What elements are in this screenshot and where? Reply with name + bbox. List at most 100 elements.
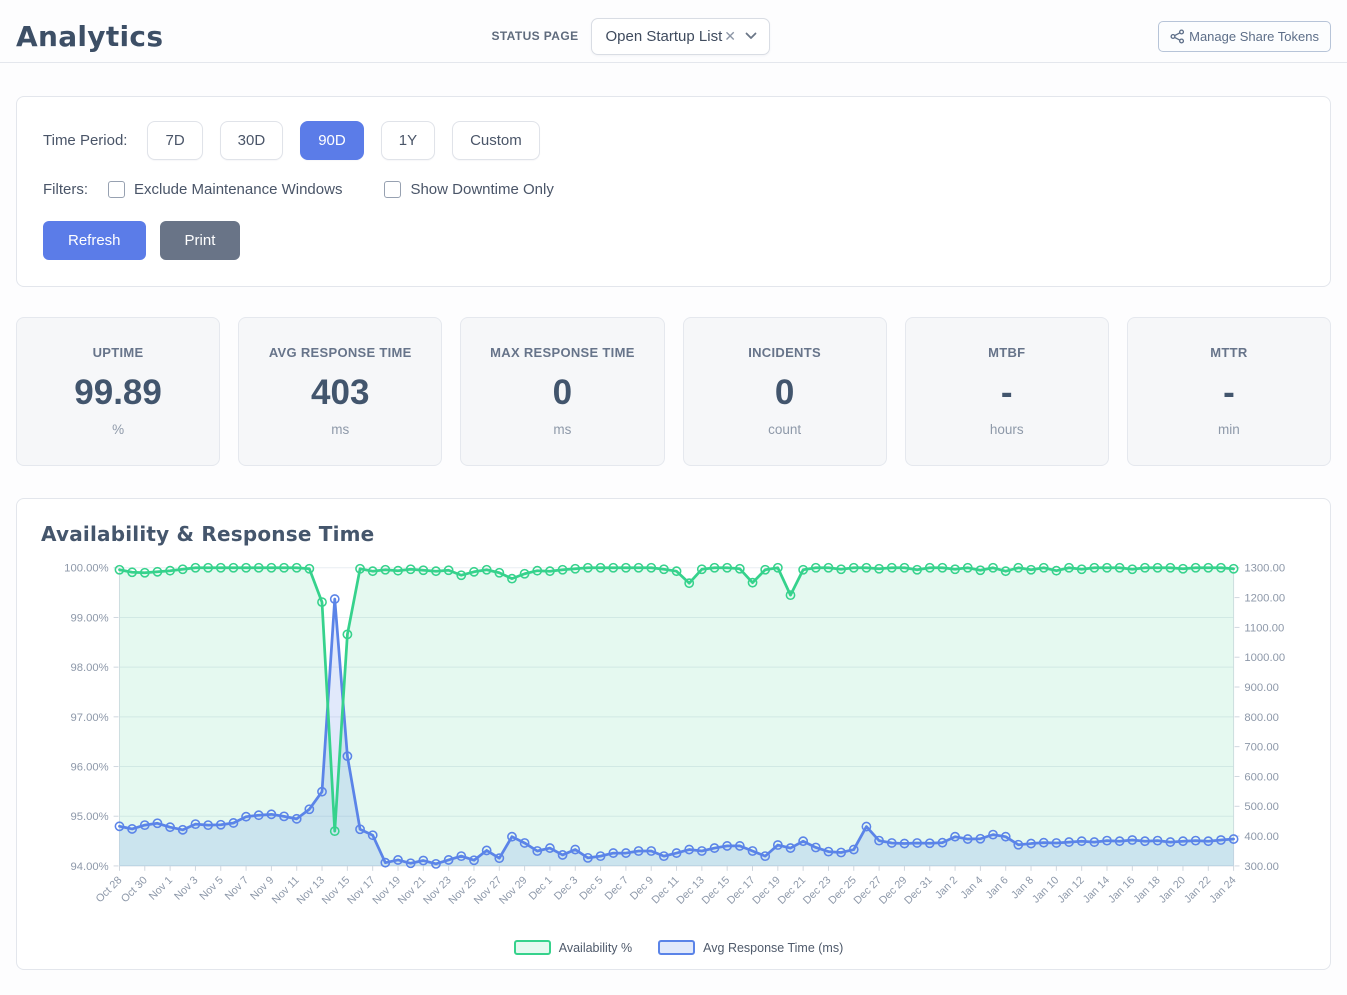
svg-text:Jan 20: Jan 20	[1157, 874, 1188, 905]
share-icon	[1170, 28, 1185, 44]
actions-row: Refresh Print	[43, 221, 1304, 260]
stat-card-mttr: MTTR - min	[1126, 317, 1331, 466]
legend-swatch	[658, 940, 696, 956]
show-downtime-checkbox-row[interactable]: Show Downtime Only	[384, 181, 554, 198]
stat-value: -	[1223, 373, 1235, 412]
svg-text:99.00%: 99.00%	[70, 612, 108, 624]
svg-text:Nov 29: Nov 29	[497, 874, 530, 907]
stats-row: UPTIME 99.89% AVG RESPONSE TIME 403 ms MAX RE…	[16, 317, 1331, 466]
svg-text:Jan 18: Jan 18	[1131, 874, 1162, 905]
filter-toggles-row: Filters: Exclude Maintenance Windows Show…	[43, 181, 1304, 198]
stat-card-avg-response-time: AVG RESPONSE TIME 403 ms	[238, 317, 443, 466]
svg-text:600.00: 600.00	[1244, 771, 1278, 783]
stat-value: -	[1000, 373, 1013, 412]
stat-value: 403	[311, 373, 370, 412]
filter-checkboxes: Exclude Maintenance Windows Show Downtime…	[108, 181, 596, 198]
time-period-label: Time Period:	[43, 132, 128, 149]
svg-text:Jan 24: Jan 24	[1207, 874, 1238, 905]
svg-text:Dec 31: Dec 31	[902, 874, 935, 907]
stat-label: AVG RESPONSE TIME	[268, 345, 412, 360]
time-period-button-1y[interactable]: 1Y	[380, 121, 436, 160]
legend-item-response-time[interactable]: Avg Response Time (ms)	[658, 940, 843, 956]
svg-text:Nov 7: Nov 7	[223, 874, 251, 902]
stat-unit: hours	[989, 422, 1024, 437]
svg-text:98.00%: 98.00%	[70, 662, 108, 674]
legend-label: Availability %	[558, 940, 633, 955]
legend-item-availability[interactable]: Availability %	[513, 940, 633, 956]
svg-text:1200.00: 1200.00	[1244, 593, 1285, 605]
status-page-selected-value: Open Startup List	[605, 27, 723, 45]
stat-unit: %	[112, 422, 125, 437]
status-page-group: STATUS PAGE Open Startup List ✕	[491, 17, 770, 55]
availability-chart-card: Availability & Response Time 94.00% 95.00…	[16, 498, 1331, 971]
stat-unit: count	[768, 422, 802, 437]
time-period-button-custom[interactable]: Custom	[452, 121, 540, 160]
time-period-button-90d[interactable]: 90D	[300, 121, 364, 160]
chart-title: Availability & Response Time	[41, 522, 375, 546]
svg-text:Jan 14: Jan 14	[1081, 874, 1112, 905]
svg-text:Dec 7: Dec 7	[603, 874, 631, 902]
svg-text:Jan 12: Jan 12	[1055, 874, 1086, 905]
svg-text:900.00: 900.00	[1244, 682, 1278, 694]
status-page-label: STATUS PAGE	[491, 29, 579, 43]
time-period-button-group: 7D 30D 90D 1Y Custom	[147, 121, 540, 160]
refresh-button[interactable]: Refresh	[43, 221, 146, 260]
clear-selection-icon[interactable]: ✕	[724, 27, 736, 44]
stat-unit: ms	[553, 422, 572, 437]
stat-label: MAX RESPONSE TIME	[490, 345, 635, 360]
manage-share-tokens-button[interactable]: Manage Share Tokens	[1158, 20, 1331, 52]
time-period-button-7d[interactable]: 7D	[147, 121, 203, 160]
stat-label: MTTR	[1210, 345, 1248, 360]
chart-legend: Availability % Avg Response Time (ms)	[41, 940, 1316, 956]
svg-text:800.00: 800.00	[1244, 712, 1278, 724]
print-button[interactable]: Print	[159, 221, 241, 260]
svg-text:Nov 5: Nov 5	[197, 874, 225, 902]
svg-text:97.00%: 97.00%	[70, 712, 108, 724]
checkbox[interactable]	[384, 181, 402, 198]
availability-points	[114, 562, 1239, 837]
svg-text:Dec 5: Dec 5	[577, 874, 605, 902]
svg-text:400.00: 400.00	[1244, 831, 1278, 843]
svg-text:Jan 4: Jan 4	[958, 874, 985, 901]
svg-text:1100.00: 1100.00	[1244, 622, 1284, 634]
checkbox-label: Exclude Maintenance Windows	[134, 181, 343, 198]
svg-text:Jan 2: Jan 2	[933, 874, 960, 901]
svg-text:Oct 28: Oct 28	[94, 874, 125, 905]
stat-label: UPTIME	[92, 345, 144, 360]
svg-text:100.00%: 100.00%	[64, 563, 108, 575]
stat-unit: min	[1218, 422, 1240, 437]
time-period-row: Time Period: 7D 30D 90D 1Y Custom	[43, 121, 1304, 160]
availability-response-chart: 94.00% 95.00% 96.00% 97.00% 98.00% 99.00% 100.…	[41, 556, 1316, 940]
response-points	[114, 594, 1239, 869]
svg-text:Dec 3: Dec 3	[552, 874, 580, 902]
svg-text:94.00%: 94.00%	[70, 861, 108, 873]
svg-text:1300.00: 1300.00	[1244, 563, 1285, 575]
svg-text:96.00%: 96.00%	[70, 761, 108, 773]
stat-value: 0	[774, 373, 795, 412]
page-title: Analytics	[16, 19, 164, 53]
stat-card-max-response-time: MAX RESPONSE TIME 0 ms	[460, 317, 665, 466]
svg-text:700.00: 700.00	[1244, 742, 1278, 754]
stat-unit: ms	[331, 422, 350, 437]
stat-value: 99.89	[74, 373, 162, 412]
svg-text:Jan 10: Jan 10	[1030, 874, 1061, 905]
svg-text:Nov 1: Nov 1	[147, 874, 175, 902]
header: Analytics STATUS PAGE Open Startup List …	[0, 0, 1347, 63]
svg-text:Oct 30: Oct 30	[119, 874, 150, 905]
stat-label: INCIDENTS	[748, 345, 821, 360]
svg-text:300.00: 300.00	[1244, 861, 1278, 873]
svg-text:Jan 16: Jan 16	[1106, 874, 1137, 905]
manage-share-tokens-label: Manage Share Tokens	[1189, 28, 1319, 44]
checkbox[interactable]	[108, 181, 125, 198]
chevron-down-icon	[745, 32, 757, 40]
exclude-maintenance-checkbox-row[interactable]: Exclude Maintenance Windows	[108, 181, 342, 198]
stat-value: 0	[552, 373, 573, 412]
stat-card-uptime: UPTIME 99.89%	[16, 317, 221, 466]
svg-text:Jan 6: Jan 6	[984, 874, 1011, 901]
time-period-button-30d[interactable]: 30D	[219, 121, 284, 160]
status-page-select[interactable]: Open Startup List ✕	[590, 17, 770, 55]
svg-text:1000.00: 1000.00	[1244, 652, 1285, 664]
stat-label: MTBF	[988, 345, 1026, 360]
